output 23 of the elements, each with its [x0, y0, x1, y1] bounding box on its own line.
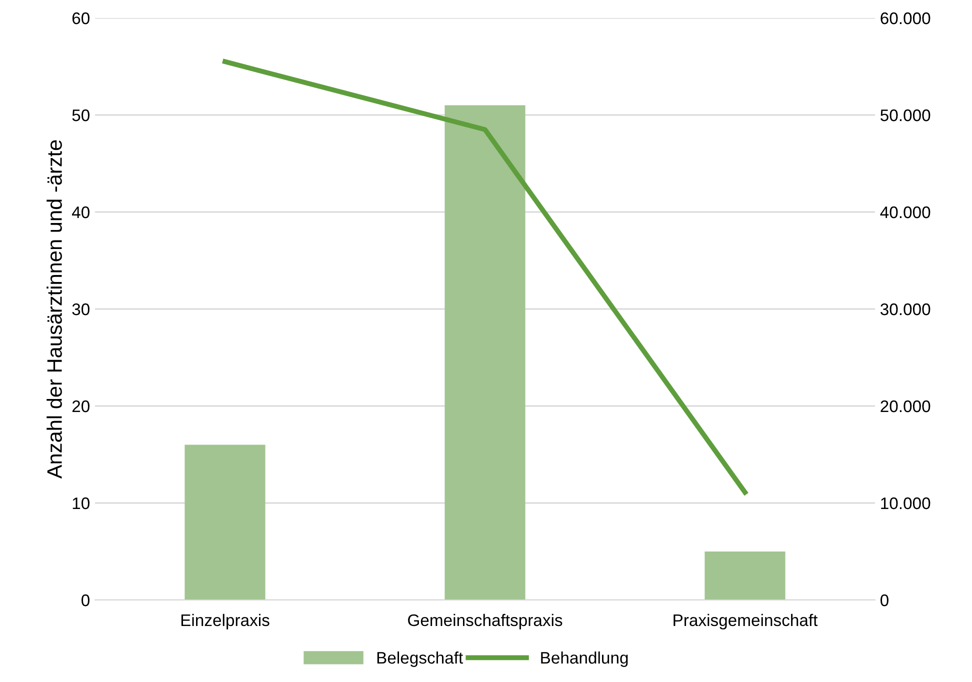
y2-tick-label: 20.000: [880, 400, 930, 412]
legend-label: Behandlung: [541, 651, 628, 667]
y2-tick-label: 40.000: [880, 206, 930, 218]
y2-tick-label: 60.000: [880, 12, 930, 24]
y-tick-label: 0: [82, 594, 90, 606]
y-tick-label: 50: [72, 109, 90, 122]
y-tick-label: 20: [72, 400, 90, 412]
bar: [444, 105, 526, 600]
y-tick-label: 10: [72, 497, 90, 510]
bar: [704, 552, 786, 600]
y-axis-title: Anzahl der Hausärztinnen und -ärzte: [46, 140, 62, 479]
legend-label: Belegschaft: [377, 651, 464, 667]
x-tick-label: Praxisgemeinschaft: [674, 614, 818, 630]
bar: [184, 444, 266, 600]
y2-tick-label: 50.000: [880, 109, 930, 122]
x-tick-label: Einzelpraxis: [181, 614, 270, 630]
y2-tick-label: 10.000: [881, 497, 930, 510]
y-tick-label: 60: [72, 12, 90, 24]
y2-tick-label: 0: [880, 594, 888, 606]
y-tick-label: 40: [72, 206, 90, 218]
y2-tick-label: 30.000: [880, 303, 930, 316]
x-tick-label: Gemeinschaftspraxis: [408, 614, 562, 630]
y-tick-label: 30: [72, 303, 90, 316]
